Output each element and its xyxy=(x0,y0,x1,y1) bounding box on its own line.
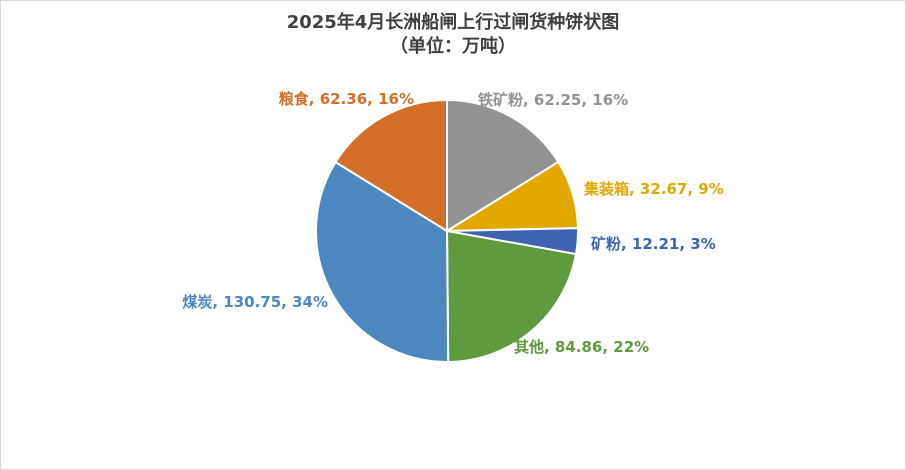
data-label-container: 集装箱, 32.67, 9% xyxy=(583,180,724,198)
data-label-mineral-powder: 矿粉, 12.21, 3% xyxy=(591,235,716,253)
pie-slice-grain xyxy=(334,99,448,232)
data-label-grain: 粮食, 62.36, 16% xyxy=(279,90,414,108)
data-label-other: 其他, 84.86, 22% xyxy=(514,338,649,356)
data-label-iron-ore: 铁矿粉, 62.25, 16% xyxy=(478,91,628,109)
chart-title: 2025年4月长洲船闸上行过闸货种饼状图 xyxy=(286,12,620,33)
pie-slice-other xyxy=(446,230,577,363)
data-label-coal: 煤炭, 130.75, 34% xyxy=(182,293,328,311)
chart-subtitle: （单位：万吨） xyxy=(390,36,516,57)
pie-slice-iron-ore xyxy=(446,99,560,232)
